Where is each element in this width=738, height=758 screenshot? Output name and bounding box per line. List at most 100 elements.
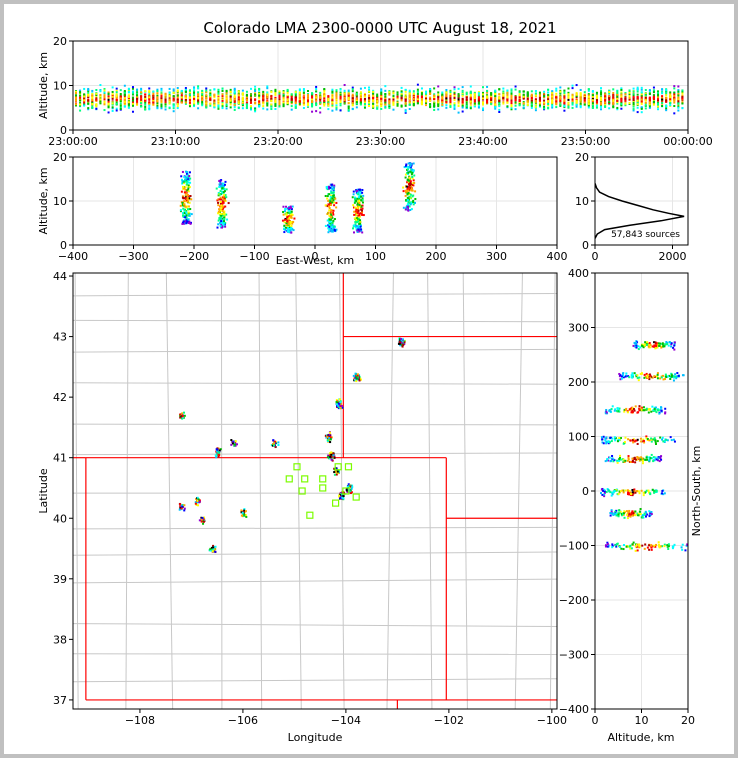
time-source-point — [347, 94, 350, 97]
time-source-point — [502, 90, 505, 93]
county-border — [73, 348, 557, 353]
time-source-point — [131, 102, 134, 105]
time-source-point — [396, 95, 399, 98]
time-source-point — [665, 96, 668, 99]
county-border — [73, 653, 557, 655]
ew-source-point — [328, 229, 331, 232]
time-source-point — [583, 91, 586, 94]
ew-source-point — [283, 228, 286, 231]
time-source-point — [298, 96, 301, 99]
time-source-point — [233, 106, 236, 109]
map-source-point — [342, 495, 345, 498]
time-source-point — [457, 111, 460, 114]
time-source-point — [188, 105, 191, 108]
time-source-point — [628, 93, 631, 96]
ew-source-point — [288, 226, 291, 229]
time-source-point — [339, 88, 342, 91]
ew-source-point — [284, 228, 287, 231]
ew-source-point — [359, 192, 362, 195]
time-source-point — [404, 93, 407, 96]
time-source-point — [514, 108, 517, 111]
time-source-point — [221, 107, 224, 110]
time-source-point — [172, 91, 175, 94]
time-source-point — [213, 100, 216, 103]
time-source-point — [425, 92, 428, 95]
time-source-point — [490, 93, 493, 96]
ew-source-point — [219, 182, 222, 185]
ew-source-point — [288, 214, 291, 217]
time-source-point — [433, 94, 436, 97]
time-source-point — [522, 104, 525, 107]
ew-source-point — [356, 189, 359, 192]
time-source-point — [266, 99, 269, 102]
time-source-point — [624, 104, 627, 107]
time-source-point — [636, 88, 639, 91]
time-source-point — [547, 96, 550, 99]
time-source-point — [461, 98, 464, 101]
ew-source-point — [179, 204, 182, 207]
map-source-point — [341, 405, 344, 408]
ew-source-point — [328, 223, 331, 226]
time-source-point — [457, 93, 460, 96]
time-source-point — [551, 106, 554, 109]
time-source-point — [604, 101, 607, 104]
ew-source-point — [185, 176, 188, 179]
time-source-point — [335, 104, 338, 107]
time-source-point — [172, 89, 175, 92]
map-source-point — [337, 407, 340, 410]
ew-source-point — [283, 221, 286, 224]
time-source-point — [209, 97, 212, 100]
time-source-point — [160, 97, 163, 100]
time-source-point — [99, 100, 102, 103]
time-source-point — [587, 94, 590, 97]
time-source-point — [465, 91, 468, 94]
time-source-point — [441, 101, 444, 104]
time-source-point — [498, 88, 501, 91]
ew-source-point — [359, 222, 362, 225]
time-source-point — [477, 91, 480, 94]
time-source-point — [168, 101, 171, 104]
time-source-point — [298, 100, 301, 103]
time-source-point — [579, 98, 582, 101]
time-source-point — [156, 100, 159, 103]
time-altitude-ytick-label: 0 — [60, 124, 67, 137]
map-source-point — [179, 503, 182, 506]
time-source-point — [595, 102, 598, 105]
time-source-point — [123, 101, 126, 104]
time-source-point — [180, 94, 183, 97]
map-source-point — [183, 504, 186, 507]
time-source-point — [400, 93, 403, 96]
time-source-point — [193, 97, 196, 100]
ew-source-point — [408, 195, 411, 198]
time-source-point — [543, 105, 546, 108]
time-source-point — [640, 100, 643, 103]
time-source-point — [213, 99, 216, 102]
time-source-point — [197, 91, 200, 94]
map-source-point — [234, 443, 237, 446]
time-source-point — [555, 100, 558, 103]
ew-source-point — [221, 201, 224, 204]
ew-source-point — [219, 190, 222, 193]
time-source-point — [392, 101, 395, 104]
time-source-point — [538, 95, 541, 98]
time-source-point — [538, 99, 541, 102]
time-source-point — [433, 98, 436, 101]
county-border — [125, 273, 129, 709]
time-source-point — [298, 92, 301, 95]
ew-source-point — [330, 226, 333, 229]
ew-xtick-label: −200 — [179, 250, 209, 263]
map-source-point — [330, 457, 333, 460]
time-source-point — [437, 108, 440, 111]
ew-source-point — [329, 204, 332, 207]
ew-source-point — [330, 183, 333, 186]
ew-source-point — [288, 206, 291, 209]
time-source-point — [193, 99, 196, 102]
time-source-point — [591, 102, 594, 105]
ew-source-point — [358, 199, 361, 202]
time-source-point — [408, 103, 411, 106]
ew-source-point — [216, 226, 219, 229]
time-source-point — [123, 105, 126, 108]
time-source-point — [555, 96, 558, 99]
ew-source-point — [217, 210, 220, 213]
time-source-point — [160, 105, 163, 108]
